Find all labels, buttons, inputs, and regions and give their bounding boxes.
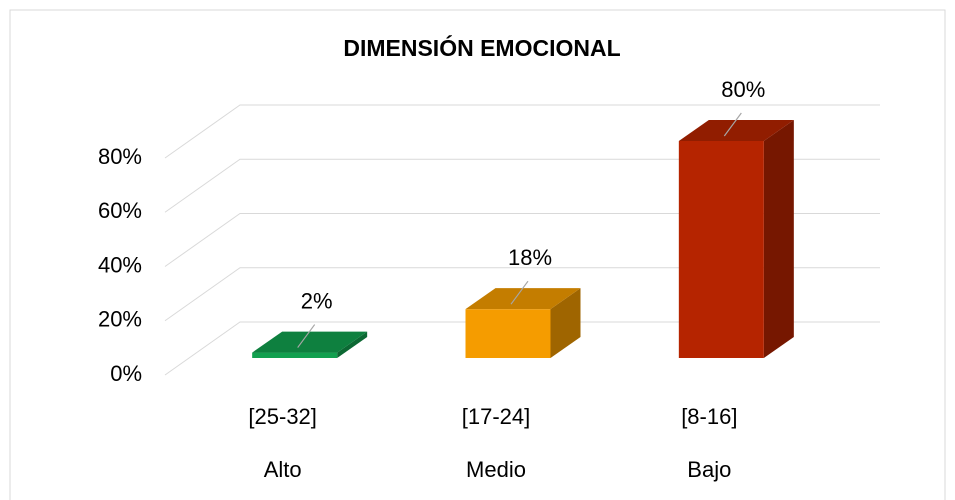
- grid-line: [164, 213, 880, 267]
- data-label: 2%: [301, 288, 333, 313]
- bar-side: [337, 331, 368, 358]
- leader-line: [723, 112, 742, 137]
- x-tick-label: [8-16]: [681, 404, 737, 429]
- bar-side: [763, 120, 794, 358]
- grid-line: [164, 158, 880, 213]
- y-tick-label: 80%: [98, 144, 142, 169]
- bar: [252, 352, 338, 358]
- y-tick-label: 40%: [98, 252, 142, 277]
- x-group-label: Alto: [264, 457, 302, 482]
- x-tick-label: [25-32]: [248, 404, 317, 429]
- data-label: 18%: [508, 245, 552, 270]
- chart-title: DIMENSIÓN EMOCIONAL: [343, 34, 620, 61]
- y-tick-label: 20%: [98, 307, 142, 332]
- grid-line: [164, 321, 880, 376]
- bar: [465, 309, 551, 358]
- y-tick-label: 0%: [110, 361, 142, 386]
- leader-line: [510, 280, 529, 305]
- grid-line: [164, 267, 880, 322]
- x-group-label: Medio: [466, 457, 526, 482]
- bar-top: [252, 331, 368, 353]
- x-tick-label: [17-24]: [462, 404, 531, 429]
- bar-top: [678, 120, 794, 141]
- x-group-label: Bajo: [687, 457, 731, 482]
- bar-top: [465, 288, 581, 310]
- bar-side: [550, 288, 581, 358]
- leader-line: [297, 324, 316, 348]
- y-tick-label: 60%: [98, 198, 142, 223]
- grid-line: [164, 104, 880, 159]
- bar: [678, 141, 764, 358]
- data-label: 80%: [721, 77, 765, 102]
